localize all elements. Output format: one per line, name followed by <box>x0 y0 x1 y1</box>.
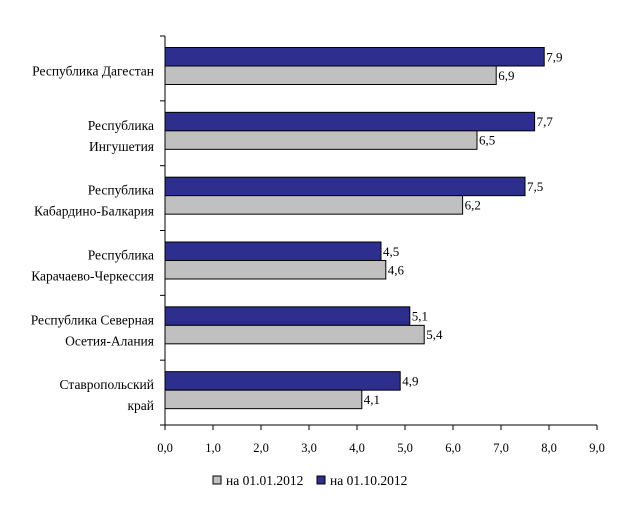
data-label: 4,5 <box>383 244 399 259</box>
data-label: 4,1 <box>364 392 380 407</box>
data-label: 5,1 <box>412 309 428 324</box>
bars-layer <box>164 47 545 410</box>
data-label: 4,9 <box>402 373 418 388</box>
bar-jan-2 <box>164 195 464 215</box>
bar-jan-4 <box>164 324 425 345</box>
data-label: 7,9 <box>546 49 562 64</box>
x-tick-label: 0,0 <box>157 441 173 455</box>
legend-label: на 01.10.2012 <box>330 473 407 488</box>
bar-oct-2 <box>164 176 526 197</box>
x-tick-label: 1,0 <box>205 441 221 455</box>
bar-oct-3 <box>164 241 382 261</box>
bar-oct-5 <box>164 371 401 391</box>
labels-layer: 7,9 6,9 Республика Дагестан 7,7 6,5 Республик… <box>31 49 605 455</box>
x-tick-label: 7,0 <box>493 441 509 455</box>
x-tick-label: 5,0 <box>397 441 413 455</box>
x-tick-label: 3,0 <box>301 441 317 455</box>
data-label: 6,5 <box>479 133 495 148</box>
category-label: Республика Северная Осетия-Алания <box>31 312 154 348</box>
category-label: Республика Кабардино-Балкария <box>34 183 154 219</box>
bar-jan-5 <box>164 389 363 410</box>
legend-label: на 01.01.2012 <box>226 473 303 488</box>
bar-oct-1 <box>164 111 536 132</box>
bar-jan-3 <box>164 260 387 280</box>
x-tick-label: 6,0 <box>445 441 461 455</box>
category-label: Республика Дагестан <box>32 63 154 78</box>
bar-oct-4 <box>164 306 411 326</box>
category-label: Республика Карачаево-Черкессия <box>31 247 154 283</box>
data-label: 7,5 <box>527 179 543 194</box>
data-label: 5,4 <box>426 327 443 342</box>
legend-swatch <box>316 475 326 485</box>
legend: на 01.01.2012 на 01.10.2012 <box>212 473 407 488</box>
axes-layer <box>160 35 598 430</box>
x-tick-label: 2,0 <box>253 441 269 455</box>
data-label: 6,2 <box>465 197 481 212</box>
data-label: 4,6 <box>388 262 405 277</box>
bar-oct-0 <box>164 47 545 67</box>
x-tick-label: 4,0 <box>349 441 365 455</box>
x-tick-label: 8,0 <box>541 441 557 455</box>
data-label: 6,9 <box>498 68 514 83</box>
x-tick-label: 9,0 <box>589 441 605 455</box>
legend-swatch <box>212 475 222 485</box>
bar-jan-1 <box>164 130 478 150</box>
data-label: 7,7 <box>537 114 554 129</box>
category-label: Республика Ингушетия <box>88 118 154 154</box>
category-label: Ставропольский край <box>60 377 154 413</box>
bar-jan-0 <box>164 65 497 85</box>
